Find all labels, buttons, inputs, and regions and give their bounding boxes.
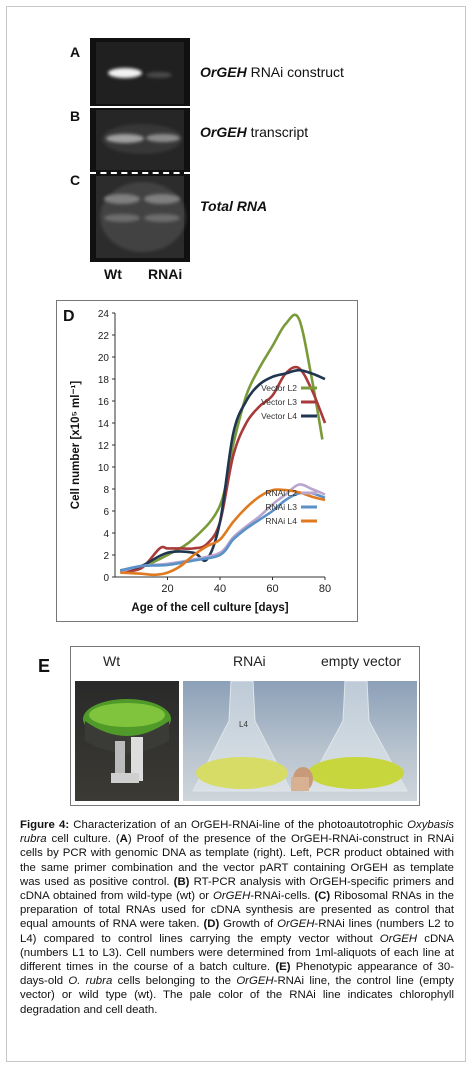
lane-label-wt: Wt (104, 266, 122, 282)
x-tick-label: 80 (319, 583, 331, 595)
growth-chart: D 0 2 4 6 8 10 12 14 16 18 20 22 24 20 40 60 80 Age of the… (56, 300, 358, 622)
y-tick-label: 10 (98, 463, 110, 474)
legend-label: Vector L3 (261, 397, 297, 407)
panel-c-label: C (70, 172, 81, 188)
gel-panel-a (96, 42, 184, 104)
rnai-and-empty-vector-flask-illustration: L4 (192, 680, 408, 792)
gel-image (90, 38, 190, 262)
gel-panel-c (96, 176, 186, 258)
series-line-vector-l4 (119, 368, 326, 572)
series-line-vector-l3 (120, 365, 327, 573)
wild-type-flask-illustration (83, 699, 171, 783)
lane-label-rnai: RNAi (148, 266, 183, 282)
photo-label-rnai: RNAi (233, 653, 266, 669)
photo-label-wt: Wt (103, 653, 121, 669)
panel-b-label: B (70, 108, 81, 124)
y-axis-label: Cell number [x10⁵ ml⁻¹] (70, 381, 82, 510)
series-line-vector-l2 (119, 313, 324, 573)
photo-wild-type (75, 681, 179, 801)
y-tick-label: 20 (98, 353, 110, 364)
panel-d-label: D (63, 308, 75, 325)
y-tick-label: 14 (98, 419, 110, 430)
x-tick-label: 60 (266, 583, 278, 595)
photo-header: Wt RNAi empty vector (71, 647, 419, 677)
photo-label-empty-vector: empty vector (321, 653, 402, 669)
panel-e-label: E (38, 656, 51, 676)
y-tick-label: 24 (98, 309, 110, 320)
y-tick-label: 8 (103, 485, 109, 496)
y-tick-label: 12 (98, 441, 110, 452)
y-tick-label: 0 (103, 573, 109, 584)
legend-label: RNAi L2 (265, 488, 297, 498)
x-tick-label: 20 (161, 583, 173, 595)
panel-a-label: A (70, 44, 81, 60)
y-tick-label: 4 (103, 529, 109, 540)
x-axis-label: Age of the cell culture [days] (131, 602, 288, 614)
y-tick-label: 6 (103, 507, 109, 518)
y-tick-label: 16 (98, 397, 110, 408)
flask-photo-panel: Wt RNAi empty vector L4 (70, 646, 420, 806)
flask-mark-label: L4 (239, 720, 248, 729)
legend-label: Vector L2 (261, 383, 297, 393)
y-tick-label: 18 (98, 375, 110, 386)
y-tick-label: 2 (103, 551, 109, 562)
gel-c-description: Total RNA (200, 198, 268, 214)
legend-label: RNAi L4 (265, 516, 297, 526)
legend-label: Vector L4 (261, 411, 297, 421)
legend-label: RNAi L3 (265, 502, 297, 512)
gel-b-description: OrGEH transcript (200, 124, 309, 140)
figure-frame (6, 6, 466, 1062)
x-tick-label: 40 (214, 583, 226, 595)
figure-caption: Figure 4: Characterization of an OrGEH-R… (20, 819, 454, 1016)
photo-rnai-and-empty-vector: L4 (183, 680, 417, 801)
y-tick-label: 22 (98, 331, 110, 342)
gel-a-description: OrGEH RNAi construct (200, 64, 344, 80)
gel-panel-b (96, 110, 184, 170)
series-line-rnai-l4 (120, 488, 326, 577)
